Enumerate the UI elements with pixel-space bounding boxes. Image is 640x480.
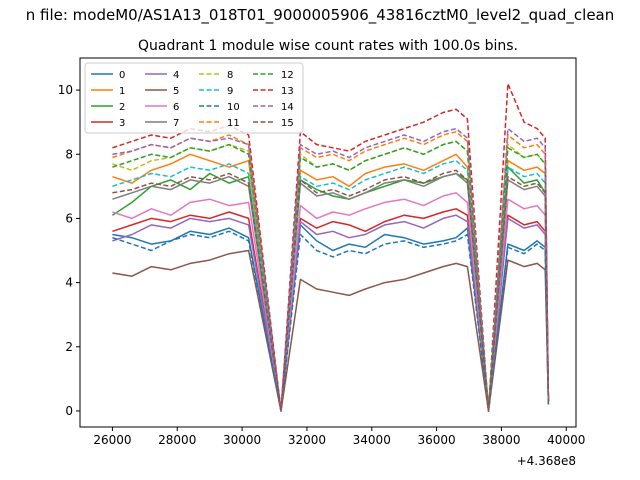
series-line-10 bbox=[112, 230, 550, 412]
y-tick-label: 4 bbox=[65, 276, 73, 290]
series-line-6 bbox=[112, 192, 550, 412]
series-line-4 bbox=[112, 214, 550, 412]
x-tick-label: 26000 bbox=[93, 433, 131, 447]
legend-label-6: 6 bbox=[173, 102, 179, 113]
x-tick-label: 34000 bbox=[353, 433, 391, 447]
series-line-0 bbox=[112, 224, 550, 412]
figure-suptitle: n file: modeM0/AS1A13_018T01_9000005906_… bbox=[26, 6, 615, 25]
x-tick-label: 30000 bbox=[223, 433, 261, 447]
y-tick-label: 2 bbox=[65, 340, 73, 354]
x-tick-label: 36000 bbox=[418, 433, 456, 447]
legend-label-0: 0 bbox=[119, 70, 125, 81]
y-tick-label: 8 bbox=[65, 147, 73, 161]
legend-label-12: 12 bbox=[281, 70, 294, 81]
legend-label-7: 7 bbox=[173, 118, 179, 129]
plot-frame bbox=[79, 57, 577, 428]
x-tick-label: 40000 bbox=[547, 433, 585, 447]
legend-label-14: 14 bbox=[281, 102, 294, 113]
x-axis-ticks: 26000 28000 30000 32000 34000 36000 38000 40000 bbox=[93, 427, 585, 447]
series-layer bbox=[111, 82, 550, 412]
series-line-15 bbox=[112, 169, 550, 412]
series-line-12 bbox=[112, 140, 550, 412]
series-line-14 bbox=[112, 127, 550, 412]
y-axis-ticks: 0 2 4 6 8 10 bbox=[58, 83, 80, 418]
y-tick-label: 6 bbox=[65, 211, 73, 225]
legend-label-9: 9 bbox=[227, 86, 233, 97]
x-tick-label: 32000 bbox=[288, 433, 326, 447]
series-line-5 bbox=[112, 249, 550, 412]
legend-label-13: 13 bbox=[281, 86, 294, 97]
legend-label-3: 3 bbox=[119, 118, 125, 129]
legend-box bbox=[84, 62, 304, 134]
legend-label-10: 10 bbox=[227, 102, 240, 113]
legend-label-1: 1 bbox=[119, 86, 125, 97]
series-line-7 bbox=[112, 172, 550, 412]
legend-label-8: 8 bbox=[227, 70, 233, 81]
legend-label-11: 11 bbox=[227, 118, 240, 129]
y-tick-label: 0 bbox=[65, 404, 73, 418]
legend-label-15: 15 bbox=[281, 118, 294, 129]
y-tick-label: 10 bbox=[58, 83, 73, 97]
x-tick-label: 38000 bbox=[482, 433, 520, 447]
x-offset-label: +4.368e8 bbox=[517, 454, 576, 468]
x-tick-label: 28000 bbox=[158, 433, 196, 447]
legend-label-2: 2 bbox=[119, 102, 125, 113]
legend-label-4: 4 bbox=[173, 70, 179, 81]
legend-label-5: 5 bbox=[173, 86, 179, 97]
chart-title: Quadrant 1 module wise count rates with … bbox=[138, 38, 518, 54]
